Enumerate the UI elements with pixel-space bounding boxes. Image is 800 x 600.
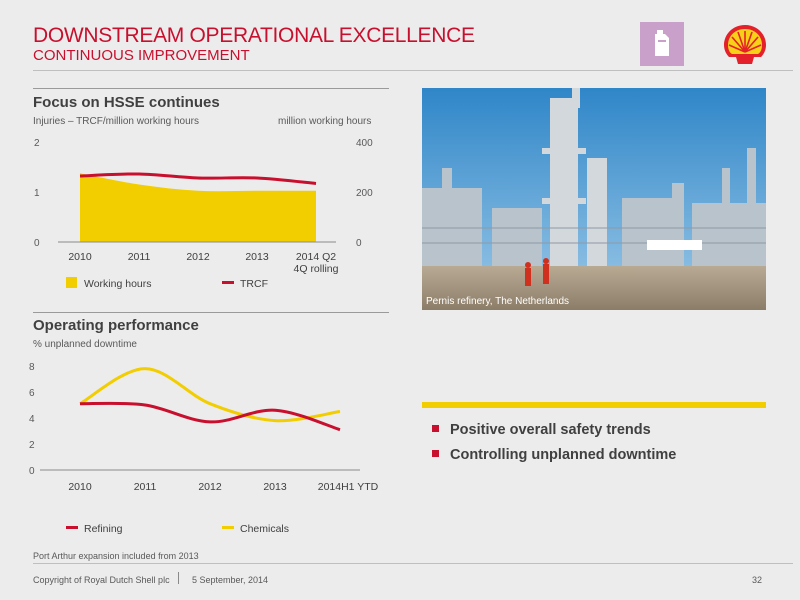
ops-x-tick-label: 2013 (263, 481, 287, 493)
shell-pecten-logo (720, 22, 770, 68)
ops-chart-title: Operating performance (33, 317, 199, 334)
ops-axis-label: % unplanned downtime (33, 339, 137, 350)
ops-y-tick-label: 0 (29, 466, 35, 477)
hsse-left-tick-label: 2 (34, 138, 40, 149)
hsse-x-tick-label: 4Q rolling (294, 263, 339, 275)
hsse-x-tick-label: 2013 (245, 251, 269, 263)
hsse-right-axis-label: million working hours (278, 116, 372, 127)
hsse-legend-swatch-working-hours (66, 277, 77, 288)
bullet-item: Controlling unplanned downtime (432, 443, 766, 468)
ops-legend-swatch-chemicals (222, 526, 234, 529)
copyright: Copyright of Royal Dutch Shell plc (33, 575, 170, 585)
bullet-text: Positive overall safety trends (450, 422, 651, 438)
ops-legend-swatch-refining (66, 526, 78, 529)
hsse-x-tick-label: 2014 Q2 (296, 251, 336, 263)
ops-y-tick-label: 4 (29, 414, 35, 425)
hsse-right-tick-label: 400 (356, 138, 373, 149)
footnote: Port Arthur expansion included from 2013 (33, 551, 199, 561)
hsse-x-tick-label: 2010 (68, 251, 92, 263)
refinery-photo (422, 88, 766, 310)
fuel-can-icon (640, 22, 684, 66)
bullet-square-icon (432, 449, 439, 457)
hsse-chart-title: Focus on HSSE continues (33, 94, 220, 111)
key-messages-bar (422, 402, 766, 408)
hsse-right-tick-label: 0 (356, 238, 362, 249)
key-messages: Positive overall safety trends Controlli… (422, 402, 766, 468)
title-divider (33, 70, 793, 71)
hsse-x-tick-label: 2011 (128, 251, 151, 263)
ops-legend-label-chemicals: Chemicals (240, 523, 289, 535)
footer-divider (33, 563, 793, 564)
ops-x-tick-label: 2010 (68, 481, 92, 493)
hsse-left-tick-label: 0 (34, 238, 40, 249)
hsse-divider (33, 88, 389, 89)
ops-y-tick-label: 2 (29, 440, 35, 451)
page-number: 32 (752, 575, 763, 585)
ops-x-tick-label: 2014H1 YTD (318, 481, 379, 493)
page-subtitle: CONTINUOUS IMPROVEMENT (33, 47, 250, 64)
hsse-right-tick-label: 200 (356, 188, 373, 199)
bullet-item: Positive overall safety trends (432, 418, 766, 443)
page-title: DOWNSTREAM OPERATIONAL EXCELLENCE (33, 24, 475, 47)
hsse-left-axis-label: Injuries – TRCF/million working hours (33, 116, 199, 127)
bullet-square-icon (432, 424, 439, 432)
hsse-legend-label-working-hours: Working hours (84, 278, 152, 290)
hsse-x-tick-label: 2012 (186, 251, 210, 263)
hsse-left-tick-label: 1 (34, 188, 40, 199)
ops-divider (33, 312, 389, 313)
ops-legend-label-refining: Refining (84, 523, 123, 535)
footer-separator (178, 572, 179, 584)
hsse-working-hours-area (80, 173, 316, 242)
ops-x-tick-label: 2011 (134, 481, 157, 493)
hsse-legend-swatch-trcf (222, 281, 234, 284)
ops-chemicals-line (79, 367, 341, 423)
ops-x-tick-label: 2012 (198, 481, 222, 493)
footer-date: 5 September, 2014 (192, 575, 269, 585)
ops-refining-line (79, 401, 341, 432)
ops-chart: 0 2 4 6 8 2010 2011 2012 2013 2014H1 YTD Refining C… (29, 362, 379, 535)
bullet-text: Controlling unplanned downtime (450, 447, 677, 463)
ops-y-tick-label: 6 (29, 388, 35, 399)
hsse-legend-label-trcf: TRCF (240, 278, 268, 290)
ops-y-tick-label: 8 (29, 362, 35, 373)
photo-caption: Pernis refinery, The Netherlands (426, 296, 570, 307)
